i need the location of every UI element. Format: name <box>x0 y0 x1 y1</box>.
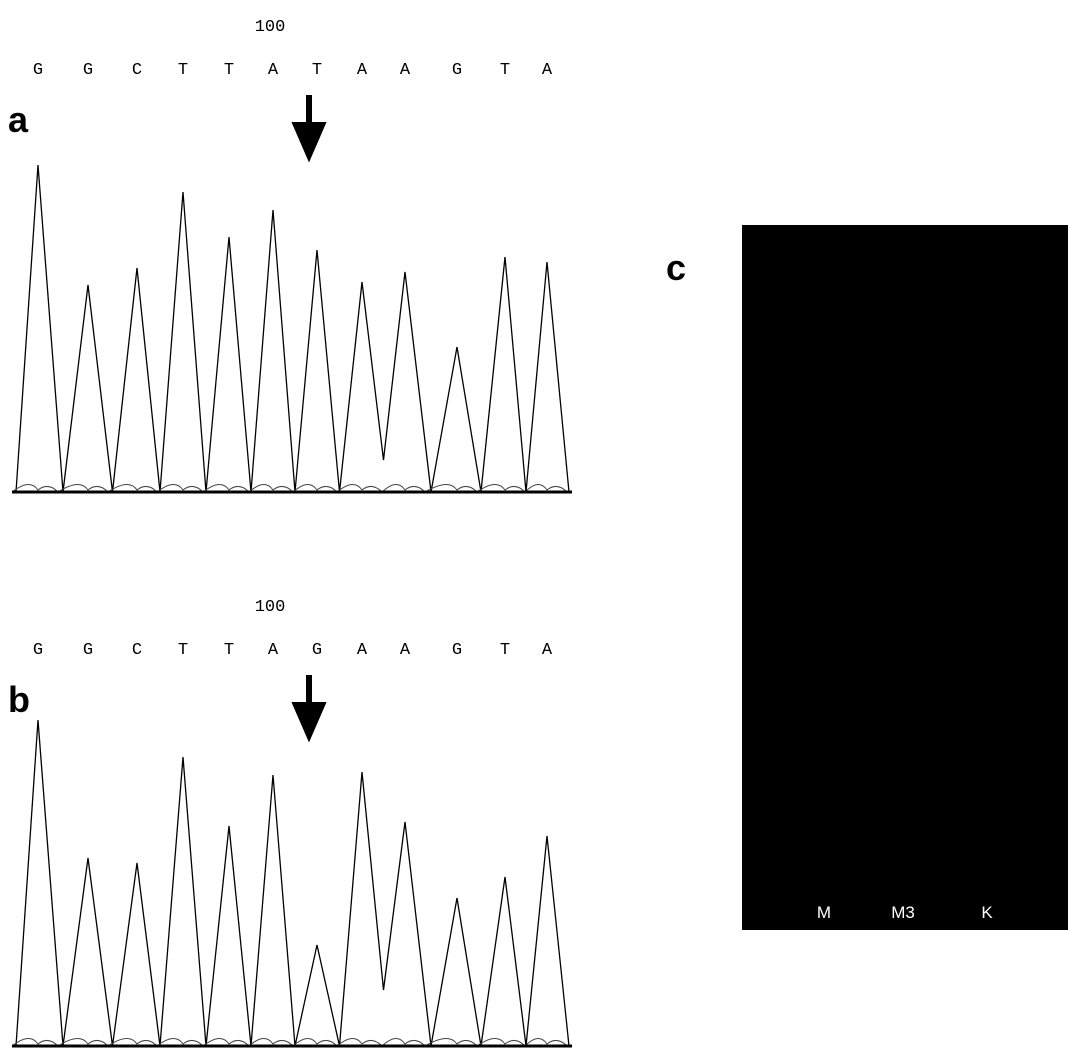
gel-image <box>742 225 1068 930</box>
figure: 100 G G C T T A T A A G T Aa 100 G G C T T A G A A G T Ab c M M3 K <box>0 0 1068 1048</box>
base-call: G <box>83 61 93 80</box>
base-call: A <box>400 641 411 660</box>
base-call: T <box>178 61 188 80</box>
base-call: A <box>542 641 553 660</box>
base-call: A <box>357 641 368 660</box>
lane-label: M <box>817 903 831 922</box>
base-call: A <box>357 61 368 80</box>
base-call: G <box>312 641 322 660</box>
base-call: C <box>132 641 142 660</box>
base-call: G <box>83 641 93 660</box>
base-call: T <box>224 61 234 80</box>
base-call: A <box>542 61 553 80</box>
base-call: G <box>452 61 462 80</box>
panel-label: a <box>8 99 29 140</box>
lane-label: K <box>981 903 993 922</box>
base-call: G <box>452 641 462 660</box>
base-call: T <box>312 61 322 80</box>
base-call: C <box>132 61 142 80</box>
trace <box>12 720 572 1046</box>
base-call: A <box>268 641 279 660</box>
lane-label: M3 <box>891 903 915 922</box>
base-call: G <box>33 641 43 660</box>
base-call: A <box>268 61 279 80</box>
base-call: T <box>500 61 510 80</box>
position-label: 100 <box>255 18 286 37</box>
base-call: T <box>500 641 510 660</box>
arrow <box>296 95 322 155</box>
base-call: A <box>400 61 411 80</box>
panel-label: c <box>666 247 686 288</box>
base-call: T <box>178 641 188 660</box>
position-label: 100 <box>255 598 286 617</box>
base-call: G <box>33 61 43 80</box>
panel-label: b <box>8 679 30 720</box>
base-call: T <box>224 641 234 660</box>
trace <box>12 165 572 492</box>
arrow <box>296 675 322 735</box>
